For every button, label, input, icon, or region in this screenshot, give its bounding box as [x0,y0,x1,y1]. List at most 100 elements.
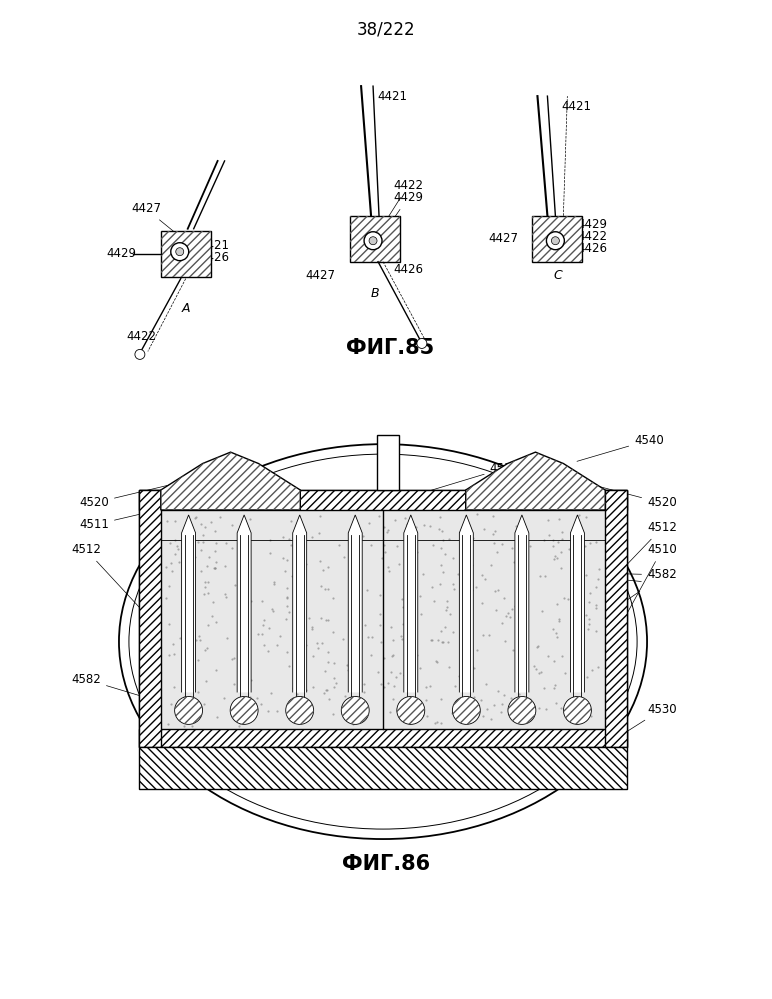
Point [182,540,195,556]
Point [306,618,318,634]
Point [447,576,459,592]
Point [347,715,359,731]
Point [574,557,587,573]
Point [320,682,333,698]
Point [281,644,293,660]
Point [239,564,252,580]
Text: 4520: 4520 [80,476,208,509]
Point [302,707,314,723]
Point [365,646,378,662]
Point [190,632,202,648]
Point [467,530,479,546]
Point [477,626,489,642]
Point [186,717,198,733]
Point [307,647,320,663]
Point [435,634,448,650]
Point [266,601,279,617]
Point [161,716,174,732]
Point [206,594,218,610]
Polygon shape [161,453,300,509]
Point [206,608,218,624]
Point [470,579,482,595]
Point [583,616,595,632]
Point [311,640,323,656]
Point [547,532,559,548]
Point [446,549,459,565]
Point [164,554,177,570]
Point [374,675,387,691]
Circle shape [174,696,202,724]
Point [437,564,449,580]
Point [379,543,391,559]
Point [232,718,245,734]
Point [378,537,390,553]
Point [440,601,452,617]
Point [566,548,578,564]
Text: 4580: 4580 [406,748,594,775]
Point [181,656,193,672]
Circle shape [452,696,480,724]
Point [183,595,195,611]
Point [221,630,233,646]
Point [389,511,401,527]
Point [382,522,394,538]
Point [404,578,416,594]
Point [279,611,292,627]
Point [345,541,357,557]
Point [422,707,434,723]
Text: 4427: 4427 [489,232,519,245]
Point [505,690,517,706]
Text: 4512: 4512 [71,543,148,616]
Point [174,699,186,715]
Point [169,546,181,562]
Point [300,637,313,653]
Point [593,561,605,577]
Polygon shape [237,514,251,692]
Text: 4540: 4540 [577,434,664,462]
Point [351,562,364,578]
Point [262,703,274,719]
Point [515,637,527,653]
Point [506,641,519,657]
Ellipse shape [129,455,637,829]
Point [177,661,189,677]
Point [229,696,242,712]
Point [281,588,293,604]
Bar [350,216,400,262]
Point [584,534,597,550]
Point [520,629,533,645]
Point [198,519,211,535]
Point [161,512,173,528]
Point [515,510,527,526]
Polygon shape [571,514,584,692]
Point [523,704,535,720]
Point [449,677,461,693]
Point [574,562,587,578]
Point [183,699,195,715]
Point [486,526,499,542]
Point [540,701,552,717]
Point [378,678,391,694]
Point [513,528,525,544]
Point [435,691,448,707]
Point [240,631,252,647]
Point [510,598,522,614]
Point [462,615,475,631]
Point [468,689,480,705]
Point [402,647,415,663]
Point [315,578,327,594]
Point [590,597,602,613]
Point [317,562,330,578]
Point [413,588,425,604]
Point [276,529,289,545]
Point [291,686,303,702]
Point [387,691,399,707]
Point [319,663,331,679]
Point [479,571,491,587]
Point [373,507,385,523]
Point [337,631,349,647]
Point [538,568,550,584]
Point [265,684,277,700]
Point [542,527,554,543]
Point [310,635,323,651]
